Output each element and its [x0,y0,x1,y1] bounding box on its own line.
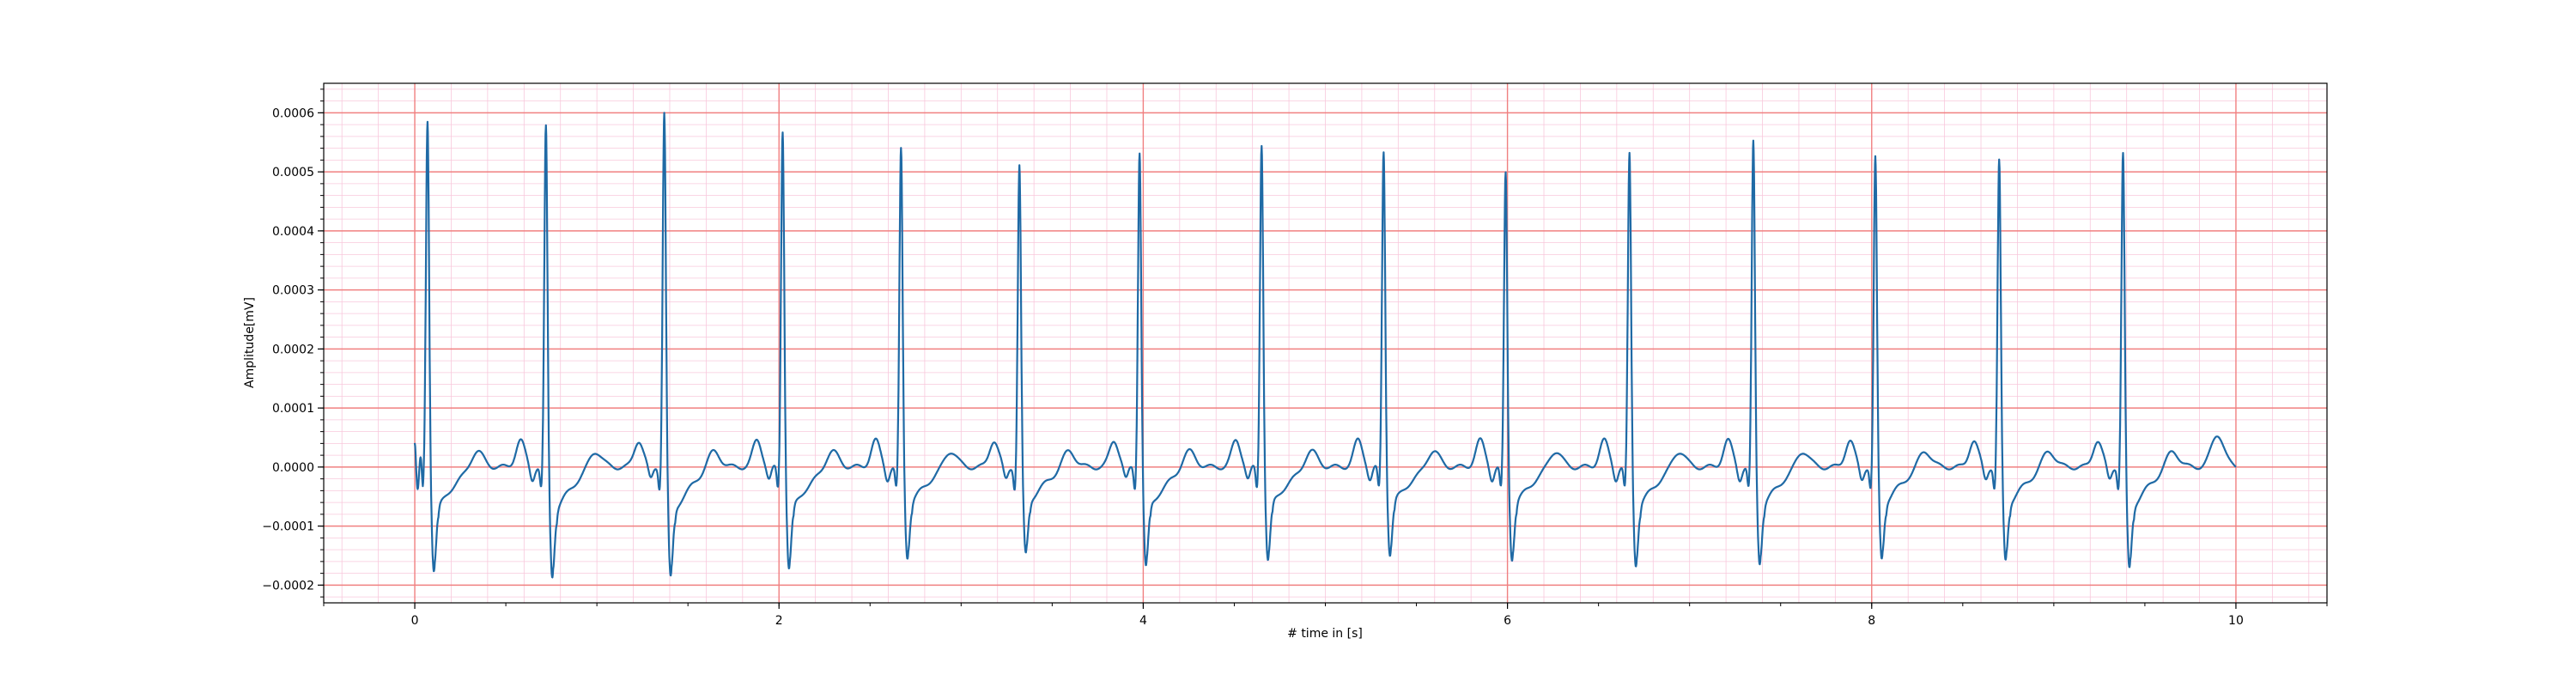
y-tick-label: 0.0002 [272,343,314,356]
plot-frame [323,82,2328,604]
y-tick-label: −0.0001 [262,520,314,534]
y-tick-label: 0.0006 [272,106,314,120]
y-tick-label: 0.0004 [272,225,314,239]
major-grid [324,83,2327,603]
minor-grid [324,83,2327,603]
y-tick-label: 0.0000 [272,461,314,475]
x-tick-label: 2 [775,614,783,628]
y-tick-label: −0.0002 [262,579,314,593]
x-tick-label: 4 [1139,614,1147,628]
y-tick-label: 0.0005 [272,166,314,179]
axis-ticks [318,88,2328,609]
ecg-series-line [413,112,2237,579]
x-tick-label: 10 [2228,614,2244,628]
x-axis-label: # time in [s] [1287,627,1363,641]
x-tick-label: 8 [1868,614,1875,628]
y-tick-label: 0.0001 [272,402,314,416]
y-axis-label: Amplitude[mV] [243,297,257,388]
y-tick-label: 0.0003 [272,284,314,298]
x-tick-label: 6 [1504,614,1511,628]
x-tick-label: 0 [411,614,419,628]
tick-labels: 0 2 4 6 8 10 −0.0002 −0.0001 0.0000 0.0001 0.0002 0… [262,106,2244,628]
